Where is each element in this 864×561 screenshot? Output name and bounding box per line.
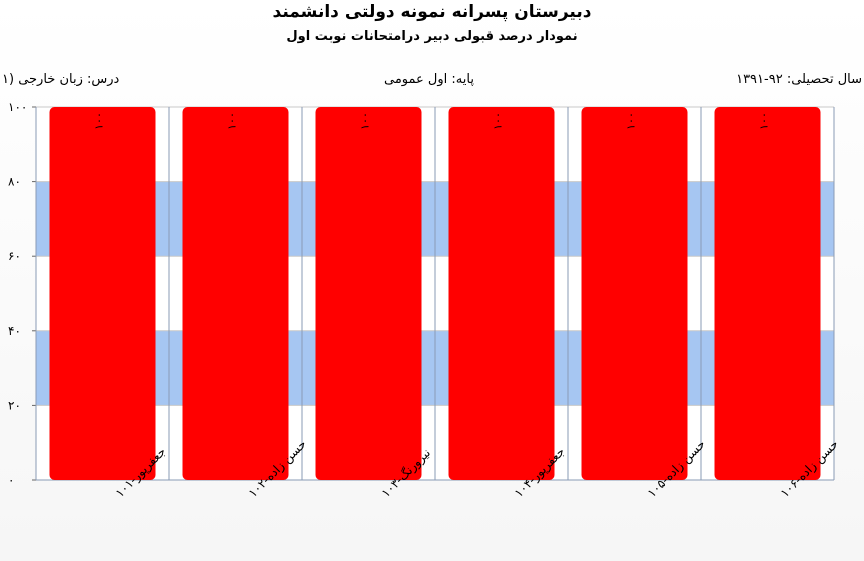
chart-title: دبیرستان پسرانه نمونه دولتی دانشمند [272,2,592,22]
y-tick-label: ۲۰ [8,398,21,412]
chart-subtitle: نمودار درصد قبولی دبیر درامتحانات نوبت ا… [286,29,578,44]
academic-year-label: سال تحصیلی: ۹۲-۱۳۹۱ [736,72,862,87]
bar [182,107,289,480]
data-label: ۱۰۰ [226,112,239,130]
y-tick-label: ۰ [8,473,14,487]
y-tick-label: ۸۰ [8,175,21,189]
lesson-label: درس: زبان خارجی (۱ [2,72,120,87]
data-label: ۱۰۰ [625,112,638,130]
bar [448,107,555,480]
bar [714,107,821,480]
data-label: ۱۰۰ [93,112,106,130]
bar [581,107,688,480]
bar [315,107,422,480]
data-label: ۱۰۰ [758,112,771,130]
data-label: ۱۰۰ [359,112,372,130]
bar [49,107,156,480]
grade-label: پایه: اول عمومی [384,72,474,87]
y-tick-label: ۶۰ [8,249,21,263]
y-tick-label: ۴۰ [8,324,21,338]
data-label: ۱۰۰ [492,112,505,130]
y-tick-label: ۱۰۰ [8,100,27,114]
